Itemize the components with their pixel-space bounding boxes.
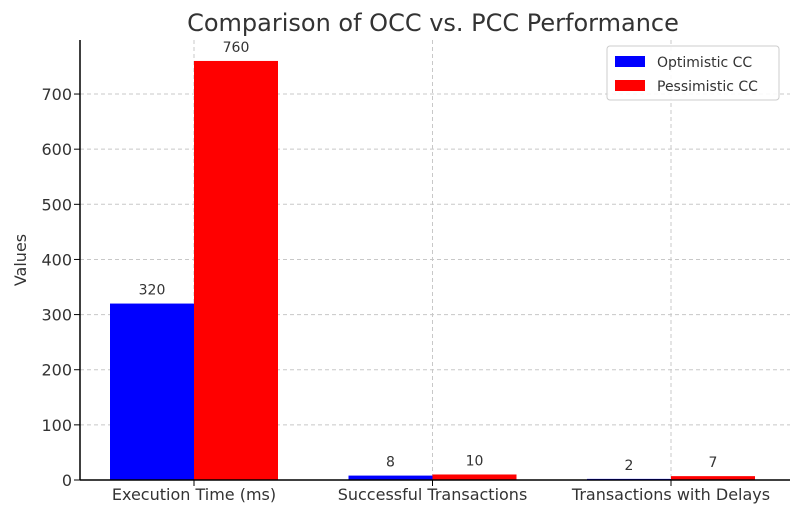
legend-label: Pessimistic CC [657,79,758,95]
y-tick-label: 700 [41,85,72,104]
axes [74,40,790,486]
data-label: 7 [709,455,718,471]
legend-label: Optimistic CC [657,55,752,71]
data-label: 10 [466,453,484,469]
bar [432,474,517,480]
y-tick-label: 100 [41,416,72,435]
legend-swatch [615,56,645,67]
data-label: 760 [223,40,250,56]
bar [194,60,278,480]
bar [671,476,755,480]
chart-title: Comparison of OCC vs. PCC Performance [187,9,679,37]
data-label: 320 [139,283,166,299]
bar [348,475,433,480]
labels: 0 100 200 300 400 500 600 700 Execution Time (ms… [41,40,770,504]
data-label: 2 [625,458,634,474]
legend-swatch [615,80,645,91]
y-tick-label: 0 [62,471,72,490]
y-tick-label: 200 [41,361,72,380]
x-tick-label: Successful Transactions [338,485,528,504]
bars [110,60,755,480]
y-tick-label: 400 [41,250,72,269]
legend-box [606,45,780,101]
legend: Optimistic CC Pessimistic CC [606,45,780,101]
bar [110,303,194,480]
x-tick-label: Transactions with Delays [571,485,770,504]
x-tick-label: Execution Time (ms) [112,485,276,504]
y-axis-label: Values [11,234,30,286]
data-label: 8 [386,455,395,471]
y-tick-label: 600 [41,140,72,159]
y-tick-label: 300 [41,306,72,325]
y-tick-label: 500 [41,195,72,214]
